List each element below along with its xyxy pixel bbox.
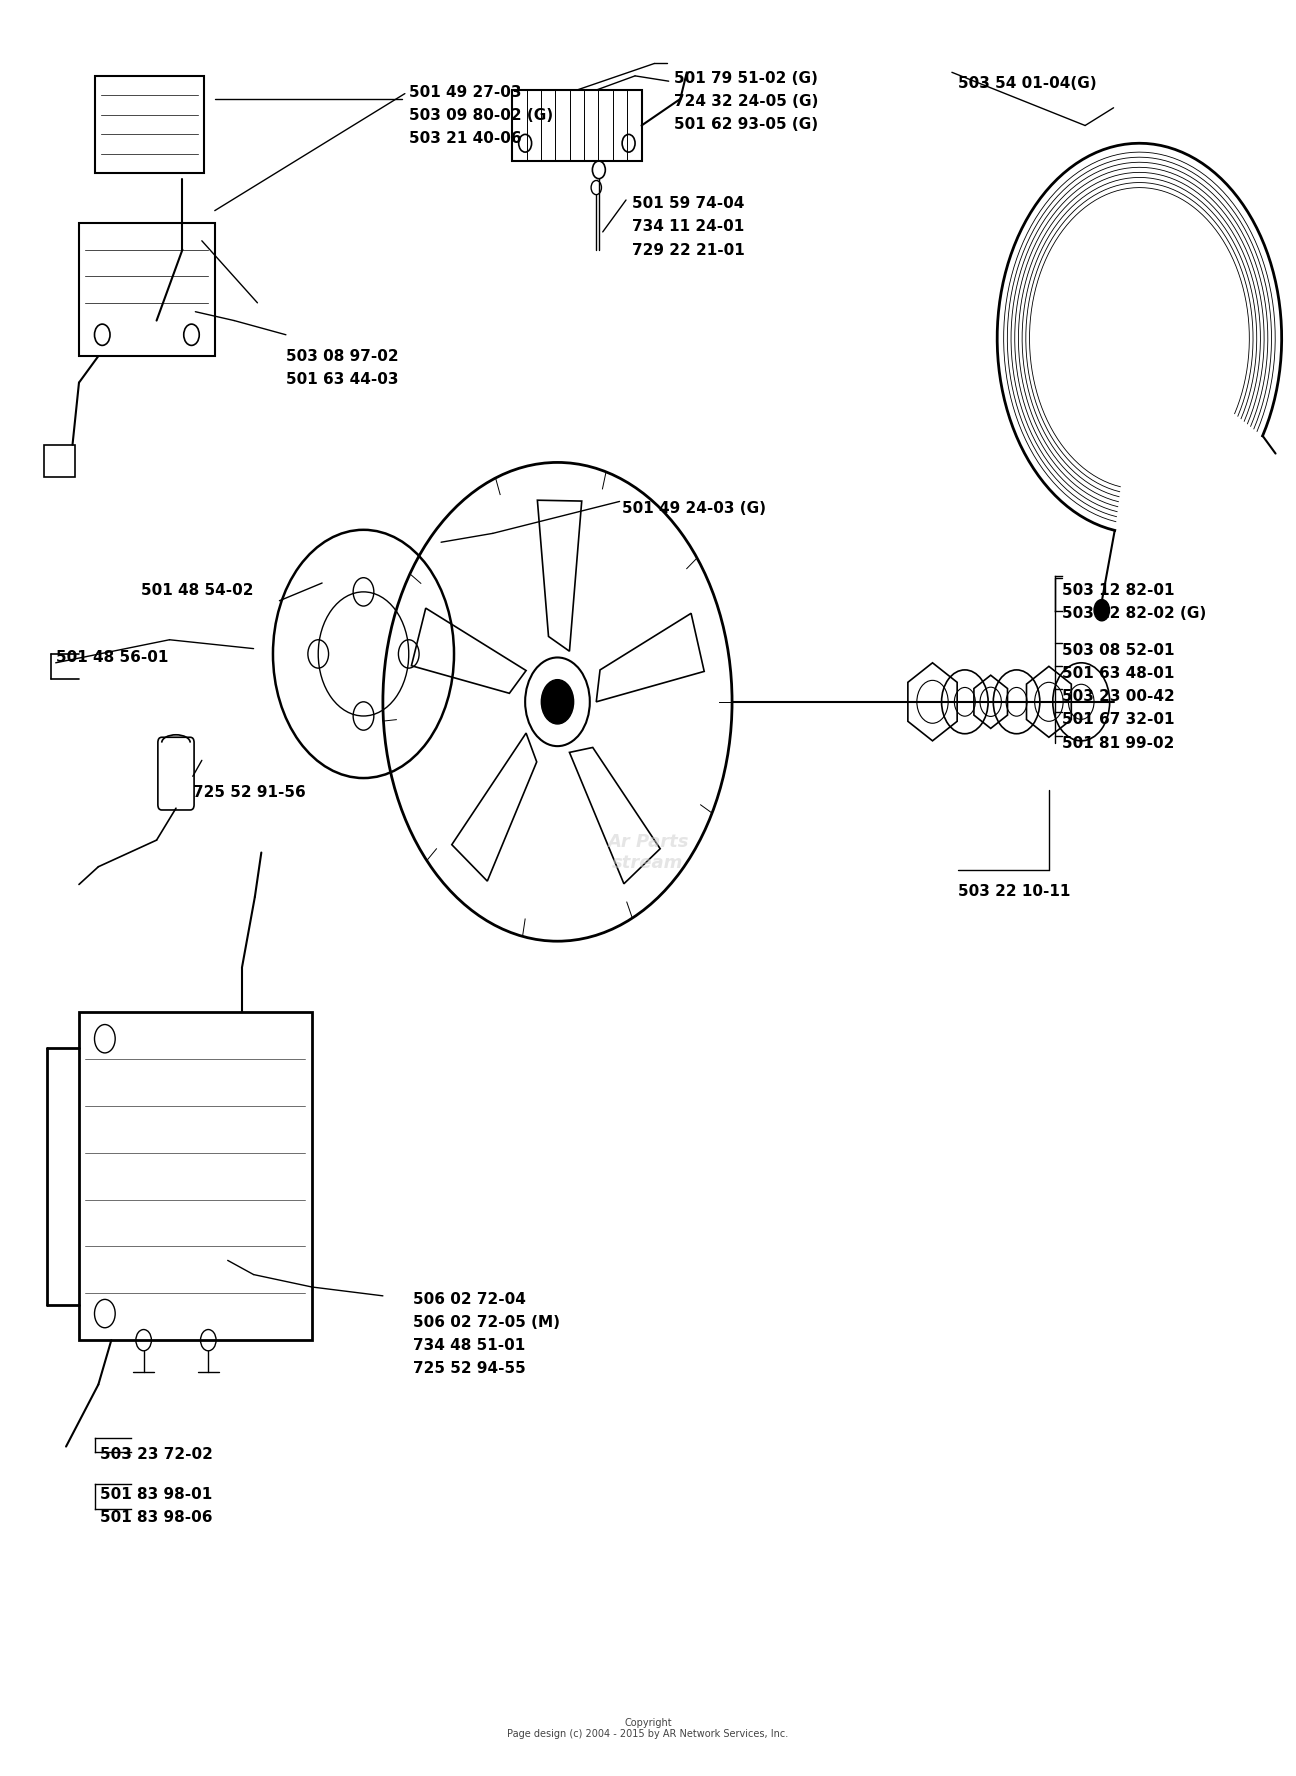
Text: 725 52 94-55: 725 52 94-55 xyxy=(412,1362,525,1376)
FancyBboxPatch shape xyxy=(158,737,194,810)
Text: 503 22 10-11: 503 22 10-11 xyxy=(958,884,1070,899)
Text: 503 54 01-04(G): 503 54 01-04(G) xyxy=(958,76,1096,91)
Text: 506 02 72-05 (M): 506 02 72-05 (M) xyxy=(412,1316,560,1330)
Text: 501 79 51-02 (G): 501 79 51-02 (G) xyxy=(674,71,818,85)
Text: 503 08 52-01: 503 08 52-01 xyxy=(1061,643,1174,659)
Text: 503 23 72-02: 503 23 72-02 xyxy=(100,1447,213,1462)
FancyBboxPatch shape xyxy=(79,1012,312,1341)
Text: 734 48 51-01: 734 48 51-01 xyxy=(412,1339,525,1353)
Circle shape xyxy=(542,680,574,725)
Text: 725 52 91-56: 725 52 91-56 xyxy=(193,785,306,801)
Text: 503 12 82-01: 503 12 82-01 xyxy=(1061,583,1174,599)
Text: 503 23 00-42: 503 23 00-42 xyxy=(1061,689,1174,705)
Text: 501 83 98-06: 501 83 98-06 xyxy=(100,1510,213,1526)
Text: Copyright
Page design (c) 2004 - 2015 by AR Network Services, Inc.: Copyright Page design (c) 2004 - 2015 by… xyxy=(507,1717,789,1739)
Text: 501 81 99-02: 501 81 99-02 xyxy=(1061,735,1174,751)
FancyBboxPatch shape xyxy=(512,91,642,162)
Text: 734 11 24-01: 734 11 24-01 xyxy=(632,220,745,234)
Text: 724 32 24-05 (G): 724 32 24-05 (G) xyxy=(674,94,818,108)
Text: 503 12 82-02 (G): 503 12 82-02 (G) xyxy=(1061,606,1207,622)
Text: 501 83 98-01: 501 83 98-01 xyxy=(100,1487,213,1502)
Text: 501 49 27-03: 501 49 27-03 xyxy=(408,85,521,99)
Text: 501 63 44-03: 501 63 44-03 xyxy=(286,371,398,387)
Text: 729 22 21-01: 729 22 21-01 xyxy=(632,243,745,258)
Text: 501 59 74-04: 501 59 74-04 xyxy=(632,197,745,211)
Text: Ar Parts
stream: Ar Parts stream xyxy=(608,833,688,872)
Text: 501 48 56-01: 501 48 56-01 xyxy=(56,650,168,666)
Circle shape xyxy=(174,265,179,272)
Text: 503 08 97-02: 503 08 97-02 xyxy=(286,348,399,364)
Text: 501 49 24-03 (G): 501 49 24-03 (G) xyxy=(622,501,766,517)
Circle shape xyxy=(1094,600,1109,622)
Text: 501 67 32-01: 501 67 32-01 xyxy=(1061,712,1174,728)
Text: 506 02 72-04: 506 02 72-04 xyxy=(412,1293,525,1307)
FancyBboxPatch shape xyxy=(79,224,215,355)
FancyBboxPatch shape xyxy=(95,76,205,174)
Text: 501 62 93-05 (G): 501 62 93-05 (G) xyxy=(674,117,818,131)
Text: 501 63 48-01: 501 63 48-01 xyxy=(1061,666,1174,682)
Text: 503 21 40-06: 503 21 40-06 xyxy=(408,131,521,146)
FancyBboxPatch shape xyxy=(44,444,75,476)
Text: 503 09 80-02 (G): 503 09 80-02 (G) xyxy=(408,108,553,123)
Text: 501 48 54-02: 501 48 54-02 xyxy=(141,583,254,599)
